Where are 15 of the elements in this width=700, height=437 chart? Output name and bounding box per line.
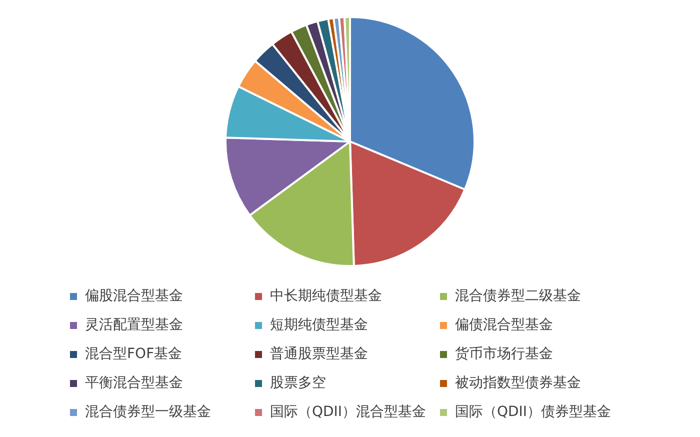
legend-label: 国际（QDII）混合型基金 — [270, 403, 426, 421]
legend-label: 混合型FOF基金 — [85, 345, 182, 363]
legend-label: 短期纯债型基金 — [270, 316, 368, 334]
legend-label: 货币市场行基金 — [455, 345, 553, 363]
legend-label: 中长期纯债型基金 — [270, 287, 382, 305]
legend-label: 混合债券型一级基金 — [85, 403, 211, 421]
legend-label: 股票多空 — [270, 374, 326, 392]
legend-label: 偏债混合型基金 — [455, 316, 553, 334]
legend-label: 国际（QDII）债券型基金 — [455, 403, 612, 421]
legend-label: 平衡混合型基金 — [85, 374, 183, 392]
legend-label: 灵活配置型基金 — [85, 316, 183, 334]
legend-label: 混合债券型二级基金 — [455, 287, 581, 305]
legend-label: 被动指数型债券基金 — [455, 374, 581, 392]
legend-label: 普通股票型基金 — [270, 345, 368, 363]
legend-label: 偏股混合型基金 — [85, 287, 183, 305]
